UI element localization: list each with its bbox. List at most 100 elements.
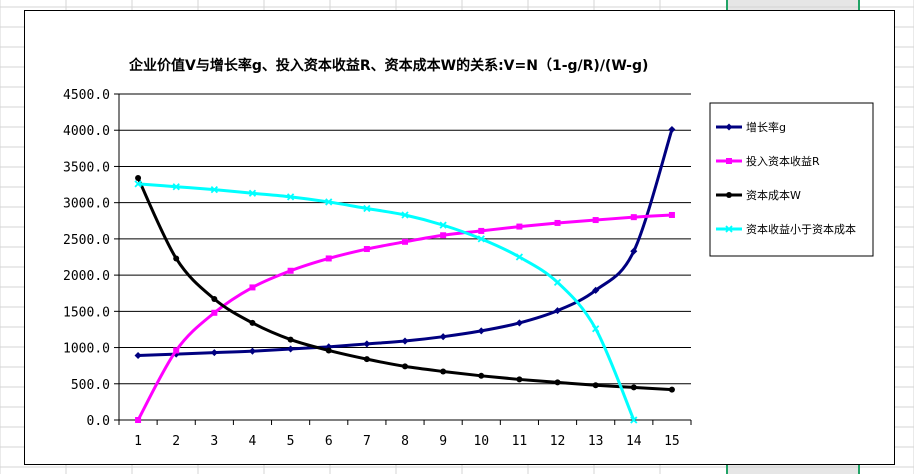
y-tick-label: 1000.0 <box>63 342 110 357</box>
data-point <box>515 253 524 261</box>
data-point <box>440 368 447 375</box>
chart-area[interactable]: 企业价值V与增长率g、投入资本收益R、资本成本W的关系:V=N（1-g/R)/(… <box>24 10 895 465</box>
x-tick-label: 12 <box>550 434 566 449</box>
data-point <box>173 255 180 262</box>
data-point <box>515 319 523 327</box>
data-point <box>668 386 675 393</box>
data-point <box>402 238 408 245</box>
legend-item: 资本成本W <box>716 188 801 202</box>
x-tick-label: 14 <box>626 434 642 449</box>
data-point <box>287 336 294 343</box>
y-tick-label: 500.0 <box>71 378 110 393</box>
y-tick-label: 2000.0 <box>63 269 110 284</box>
data-point <box>286 193 295 201</box>
data-point <box>553 278 562 286</box>
x-tick-label: 9 <box>439 434 447 449</box>
data-point <box>592 382 599 389</box>
data-point <box>211 309 218 316</box>
data-point <box>554 219 561 226</box>
x-tick-label: 10 <box>473 434 489 449</box>
data-point <box>402 363 408 370</box>
data-point <box>554 379 561 386</box>
y-tick-label: 4000.0 <box>63 124 110 139</box>
y-tick-label: 0.0 <box>87 414 110 429</box>
line-chart: 企业价值V与增长率g、投入资本收益R、资本成本W的关系:V=N（1-g/R)/(… <box>63 57 874 449</box>
legend-marker <box>726 158 732 164</box>
data-point <box>210 185 218 194</box>
series-lines <box>134 125 676 424</box>
data-point <box>401 337 409 345</box>
data-point <box>248 189 257 197</box>
plot-area <box>119 94 691 420</box>
data-point <box>440 232 447 239</box>
data-point <box>668 125 676 134</box>
data-point <box>592 325 600 333</box>
y-tick-label: 4500.0 <box>63 88 110 103</box>
x-tick-label: 2 <box>172 434 180 449</box>
x-tick-label: 6 <box>325 434 333 449</box>
legend-label: 资本成本W <box>746 188 801 202</box>
legend-item: 资本收益小于资本成本 <box>716 222 856 236</box>
data-point <box>287 267 294 274</box>
x-tick-label: 1 <box>134 434 142 449</box>
data-point <box>172 183 180 191</box>
y-tick-label: 2500.0 <box>63 233 110 248</box>
x-tick-label: 8 <box>401 434 409 449</box>
data-point <box>630 384 637 391</box>
data-point <box>401 211 409 219</box>
legend-marker <box>725 225 733 233</box>
data-point <box>439 221 447 229</box>
data-point <box>134 180 142 188</box>
data-point <box>363 356 370 363</box>
data-point <box>363 246 370 253</box>
series-2 <box>135 211 675 423</box>
data-point <box>325 198 333 206</box>
data-point <box>363 340 371 348</box>
data-point <box>287 345 295 353</box>
data-point <box>439 333 447 341</box>
data-point <box>134 351 142 360</box>
data-point <box>363 204 371 213</box>
x-tick-label: 13 <box>588 434 604 449</box>
data-point <box>592 286 600 294</box>
x-tick-label: 11 <box>512 434 528 449</box>
data-point <box>248 347 257 355</box>
data-point <box>630 214 637 221</box>
legend-label: 投入资本收益R <box>746 154 820 168</box>
x-tick-label: 5 <box>287 434 295 449</box>
data-point <box>210 349 218 357</box>
y-tick-label: 3500.0 <box>63 160 110 175</box>
legend: 增长率g 投入资本收益R 资本成本W 资本收益小于资本成本 <box>709 102 874 257</box>
y-tick-label: 3000.0 <box>63 197 110 212</box>
chart-title: 企业价值V与增长率g、投入资本收益R、资本成本W的关系:V=N（1-g/R)/(… <box>128 57 648 74</box>
data-point <box>477 235 485 243</box>
x-tick-label: 4 <box>249 434 257 449</box>
data-point <box>516 223 523 230</box>
legend-label: 增长率g <box>746 120 786 134</box>
data-point <box>173 347 180 354</box>
x-tick-label: 7 <box>363 434 371 449</box>
data-point <box>478 372 485 379</box>
legend-marker <box>725 123 733 131</box>
legend-marker <box>726 192 732 198</box>
data-point <box>135 175 142 182</box>
x-tick-label: 3 <box>210 434 218 449</box>
data-point <box>592 217 599 224</box>
data-point <box>553 307 562 315</box>
data-point <box>630 416 638 424</box>
y-tick-label: 1500.0 <box>63 305 110 320</box>
legend-label: 资本收益小于资本成本 <box>746 222 856 236</box>
legend-item: 增长率g <box>716 120 786 134</box>
data-point <box>325 255 332 262</box>
data-point <box>630 247 638 255</box>
data-point <box>477 327 485 335</box>
axes: 0.0500.01000.01500.02000.02500.03000.035… <box>63 88 692 449</box>
x-tick-label: 15 <box>664 434 680 449</box>
data-point <box>668 211 675 218</box>
data-point <box>135 417 142 423</box>
data-point <box>516 376 523 383</box>
data-point <box>211 296 218 303</box>
data-point <box>478 227 485 234</box>
series-4 <box>134 180 638 424</box>
series-3 <box>135 175 675 393</box>
